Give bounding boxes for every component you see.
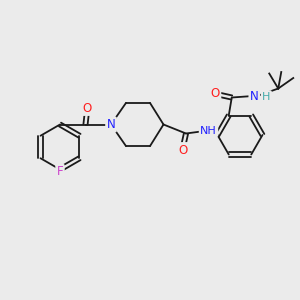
Text: O: O: [178, 143, 188, 157]
Text: O: O: [82, 101, 91, 115]
Text: F: F: [57, 165, 63, 178]
Text: N: N: [106, 118, 116, 131]
Text: N: N: [250, 89, 259, 103]
Text: O: O: [211, 86, 220, 100]
Text: H: H: [262, 92, 270, 102]
Text: NH: NH: [200, 125, 217, 136]
